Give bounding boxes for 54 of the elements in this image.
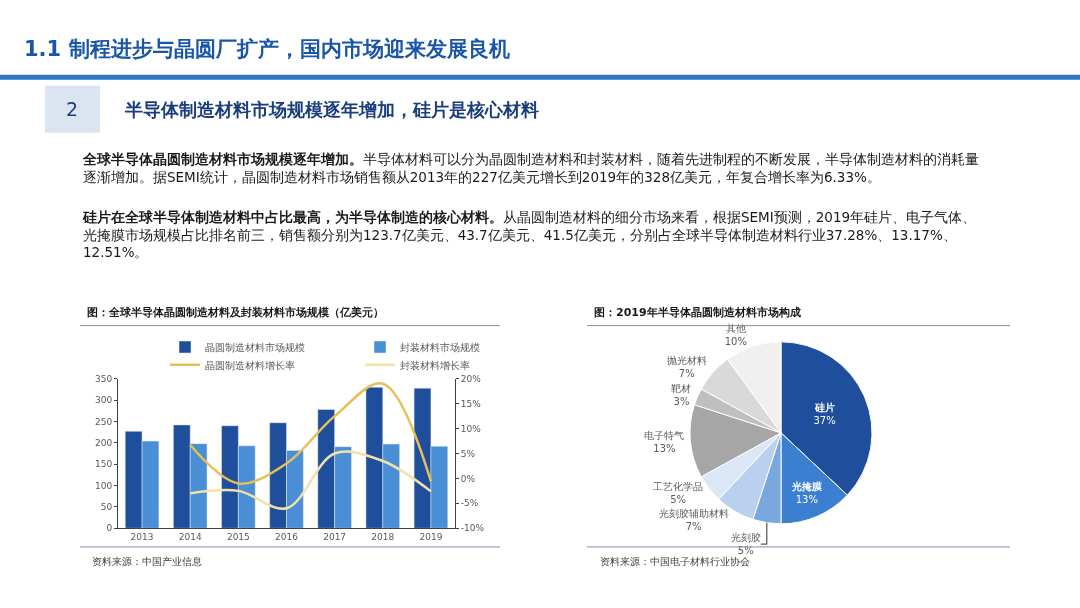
slice-label: 其他 xyxy=(725,323,746,335)
x-tick-label: 2014 xyxy=(178,532,202,543)
y2-tick-label: 15% xyxy=(460,398,482,409)
chart-title: 图：2019年半导体晶圆制造材料市场构成 xyxy=(594,306,801,319)
y-tick-label: 100 xyxy=(95,480,113,491)
y-tick-label: 50 xyxy=(100,502,113,513)
slice-label: 工艺化学品 xyxy=(653,481,704,493)
text: 半导体制造材料市场规模逐年增加，硅片是核心材料 xyxy=(124,99,539,120)
x-tick-label: 2019 xyxy=(419,532,443,543)
y2-tick-label: 20% xyxy=(460,373,482,384)
x-tick-label: 2017 xyxy=(323,532,347,543)
legend-label: 封装材料市场规模 xyxy=(400,341,480,353)
y2-tick-label: -5% xyxy=(460,498,479,509)
slice-label: 光刻胶 xyxy=(730,532,761,544)
data-label: 5% xyxy=(737,545,754,557)
y2-tick-label: 10% xyxy=(460,423,482,434)
y-tick-label: 150 xyxy=(95,459,113,470)
y-tick-label: 200 xyxy=(95,437,113,448)
text: 2 xyxy=(66,98,79,120)
x-tick-label: 2013 xyxy=(130,532,154,543)
slice-label: 靶材 xyxy=(671,382,692,394)
data-label: 10% xyxy=(724,336,747,348)
text: 资料来源：中国产业信息 xyxy=(92,556,202,567)
text: 硅片在全球半导体制造材料中占比最高，为半导体制造的核心材料。从晶圆制造材料的细分市场来看，根据SEMI预测，2019年硅片、电子气体、光掩膜市场规模占比排名前三，销售额分别为123.7亿美元、43.7亿美元、41.5亿美元，分别占全球半导体制造材料行业37.28%、13.17%、12.51%。 xyxy=(82,209,977,261)
y-tick-label: 250 xyxy=(95,416,113,427)
text: 1.1 制程进步与晶圆厂扩产，国内市场迎来发展良机 xyxy=(24,37,510,61)
y2-tick-label: 0% xyxy=(460,473,476,484)
slice-label: 光刻胶辅助材料 xyxy=(658,508,729,520)
data-label: 5% xyxy=(670,494,687,506)
legend-label: 封装材料增长率 xyxy=(400,359,470,371)
data-label: 13% xyxy=(653,442,676,454)
text: 资料来源：中国电子材料行业协会 xyxy=(600,556,750,567)
x-tick-label: 2015 xyxy=(226,532,250,543)
x-tick-label: 2016 xyxy=(275,532,299,543)
slice-label: 抛光材料 xyxy=(666,355,707,367)
data-label: 7% xyxy=(685,521,702,533)
data-label: 13% xyxy=(795,493,818,505)
legend-label: 晶圆制造材料市场规模 xyxy=(205,341,305,353)
y-tick-label: 300 xyxy=(95,395,113,406)
legend-label: 晶圆制造材料增长率 xyxy=(205,359,295,371)
text: 全球半导体晶圆制造材料市场规模逐年增加。半导体材料可以分为晶圆制造材料和封装材料，随着先进制程的不断发展，半导体制造材料的消耗量逐渐增加。据SEMI统计，晶圆制造材料市场销售额从2013年的227亿美元增长到2019年的328亿美元，年复合增长率为6.33%。 xyxy=(82,151,979,185)
data-label: 37% xyxy=(813,415,836,426)
y2-tick-label: -10% xyxy=(460,523,485,534)
x-tick-label: 2018 xyxy=(371,532,395,543)
line-series xyxy=(188,382,433,485)
data-label: 7% xyxy=(678,368,695,380)
slice-label: 硅片 xyxy=(813,402,835,413)
slice-label: 电子特气 xyxy=(644,429,685,441)
y-tick-label: 350 xyxy=(95,373,113,384)
chart-title: 图：全球半导体晶圆制造材料及封装材料市场规模（亿美元） xyxy=(87,306,384,319)
y-tick-label: 0 xyxy=(106,523,113,534)
y2-tick-label: 5% xyxy=(460,448,476,459)
data-label: 3% xyxy=(673,395,690,407)
slice-label: 光掩膜 xyxy=(790,480,823,492)
